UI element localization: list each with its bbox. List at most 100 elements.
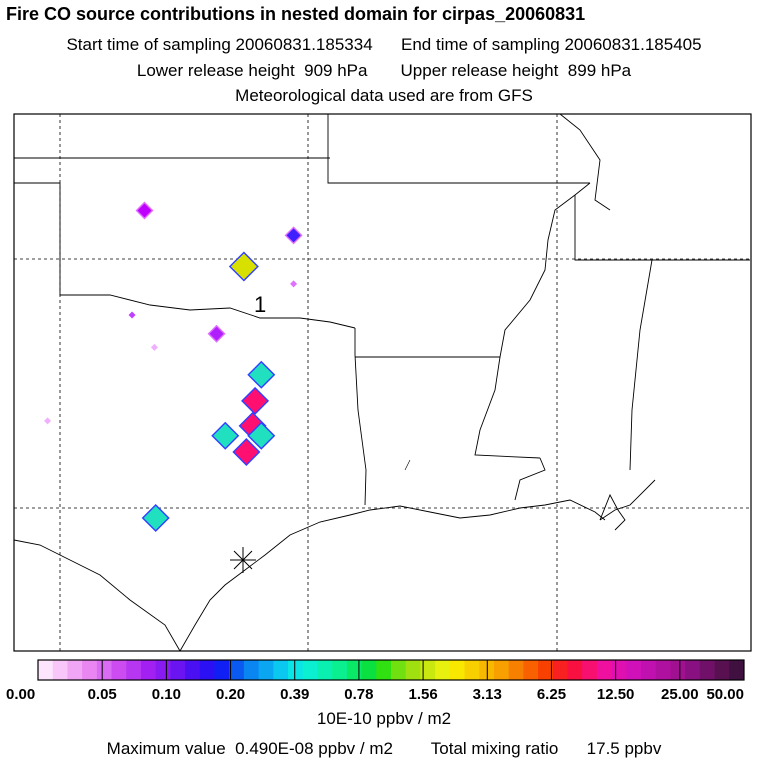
- colorbar-cell: [582, 660, 598, 680]
- coastline-gulf: [179, 499, 606, 652]
- colorbar-cell: [317, 660, 333, 680]
- max-value-label: Maximum value 0.490E-08 ppbv / m2: [106, 739, 393, 758]
- coastline-gulf: [13, 539, 181, 652]
- boundary-line: [14, 182, 61, 259]
- sampling-times: Start time of sampling 20060831.185334 E…: [0, 35, 768, 55]
- upper-height-label: Upper release height 899 hPa: [400, 61, 632, 80]
- colorbar-cell: [493, 660, 510, 680]
- source-marker-core: [249, 362, 274, 387]
- colorbar-tick-label: 3.13: [473, 686, 502, 703]
- source-marker-core: [290, 280, 298, 288]
- source-marker-core: [150, 343, 158, 351]
- colorbar-tick-label: 0.05: [88, 686, 117, 703]
- river-line: [404, 459, 411, 471]
- colorbar-tick-label: 0.39: [280, 686, 309, 703]
- boundary-line: [59, 259, 356, 329]
- colorbar-units: 10E-10 ppbv / m2: [316, 709, 452, 728]
- colorbar-cell: [699, 660, 716, 680]
- colorbar-cell: [376, 660, 392, 680]
- colorbar-frame: [37, 659, 745, 681]
- source-marker-core: [137, 203, 152, 218]
- colorbar-cell: [258, 660, 274, 680]
- source-marker: [141, 503, 170, 532]
- source-marker: [247, 360, 276, 389]
- source-marker: [228, 251, 259, 282]
- colorbar-cell: [685, 660, 701, 680]
- colorbar-cell: [538, 660, 554, 680]
- source-marker-core: [44, 417, 52, 425]
- colorbar-cell: [185, 660, 201, 680]
- start-time-label: Start time of sampling 20060831.185334: [66, 35, 373, 54]
- colorbar-cell: [243, 660, 260, 680]
- end-time-label: End time of sampling 20060831.185405: [401, 35, 702, 54]
- source-marker: [247, 421, 276, 450]
- colorbar-tick-label: 0.00: [6, 686, 35, 703]
- source-marker: [232, 437, 261, 466]
- colorbar-cell: [52, 660, 68, 680]
- colorbar-cell: [332, 660, 348, 680]
- source-marker: [284, 226, 303, 245]
- source-marker: [211, 421, 240, 450]
- colorbar-cell: [641, 660, 657, 680]
- source-marker-core: [249, 423, 274, 448]
- colorbar-cells: [38, 660, 745, 680]
- colorbar-cell: [464, 660, 480, 680]
- source-marker: [128, 311, 136, 319]
- colorbar-cell: [67, 660, 83, 680]
- colorbar-cell: [96, 660, 113, 680]
- colorbar-cell: [126, 660, 142, 680]
- colorbar-tick-label: 1.56: [408, 686, 437, 703]
- source-markers: [44, 201, 303, 532]
- colorbar-cell: [714, 660, 730, 680]
- boundary-line: [354, 328, 367, 506]
- source-marker: [290, 280, 298, 288]
- met-data-label: Meteorological data used are from GFS: [235, 86, 533, 105]
- colorbar-cell: [435, 660, 451, 680]
- boundary-line: [599, 479, 656, 521]
- boundary-line: [474, 356, 541, 459]
- total-mixing-label: Total mixing ratio 17.5 ppbv: [430, 739, 662, 758]
- colorbar-cell: [302, 660, 318, 680]
- colorbar-cell: [626, 660, 642, 680]
- state-boundaries: [14, 113, 750, 521]
- boundary-line: [629, 259, 653, 471]
- lower-height-label: Lower release height 909 hPa: [136, 61, 368, 80]
- colorbar-tick-label: 0.10: [152, 686, 181, 703]
- rivers: [404, 459, 411, 471]
- colorbar-tick-label: 0.20: [216, 686, 245, 703]
- source-marker: [44, 417, 52, 425]
- source-marker: [135, 201, 154, 220]
- boundary-line: [514, 457, 546, 501]
- map-marker-label: 1: [254, 292, 266, 317]
- footer-summary: Maximum value 0.490E-08 ppbv / m2 Total …: [0, 739, 768, 759]
- colorbar-cell: [288, 660, 304, 680]
- colorbar-tick-label: 0.78: [344, 686, 373, 703]
- colorbar-cell: [449, 660, 466, 680]
- colorbar-cell: [229, 660, 245, 680]
- boundary-line: [574, 195, 750, 261]
- boundary-line: [327, 114, 590, 184]
- source-marker-core: [213, 423, 238, 448]
- colorbar-cell: [552, 660, 568, 680]
- colorbar-tick-label: 12.50: [597, 686, 635, 703]
- colorbar-cell: [214, 660, 230, 680]
- colorbar-tick-label: 25.00: [661, 686, 699, 703]
- release-heights: Lower release height 909 hPa Upper relea…: [0, 61, 768, 81]
- map-frame: [13, 113, 752, 652]
- colorbar-cell: [273, 660, 289, 680]
- boundary-line: [559, 113, 611, 211]
- colorbar-cell: [596, 660, 613, 680]
- map-title: Fire CO source contributions in nested d…: [6, 4, 586, 24]
- source-marker-core: [209, 326, 224, 341]
- coastline: [13, 493, 626, 652]
- colorbar-cell: [38, 660, 54, 680]
- colorbar-cell: [170, 660, 186, 680]
- colorbar-cell: [111, 660, 127, 680]
- colorbar-cell: [82, 660, 98, 680]
- source-marker-core: [286, 228, 301, 243]
- colorbar-cell: [567, 660, 583, 680]
- source-marker-core: [143, 505, 168, 530]
- colorbar-cell: [729, 660, 745, 680]
- site-marker: [230, 547, 256, 573]
